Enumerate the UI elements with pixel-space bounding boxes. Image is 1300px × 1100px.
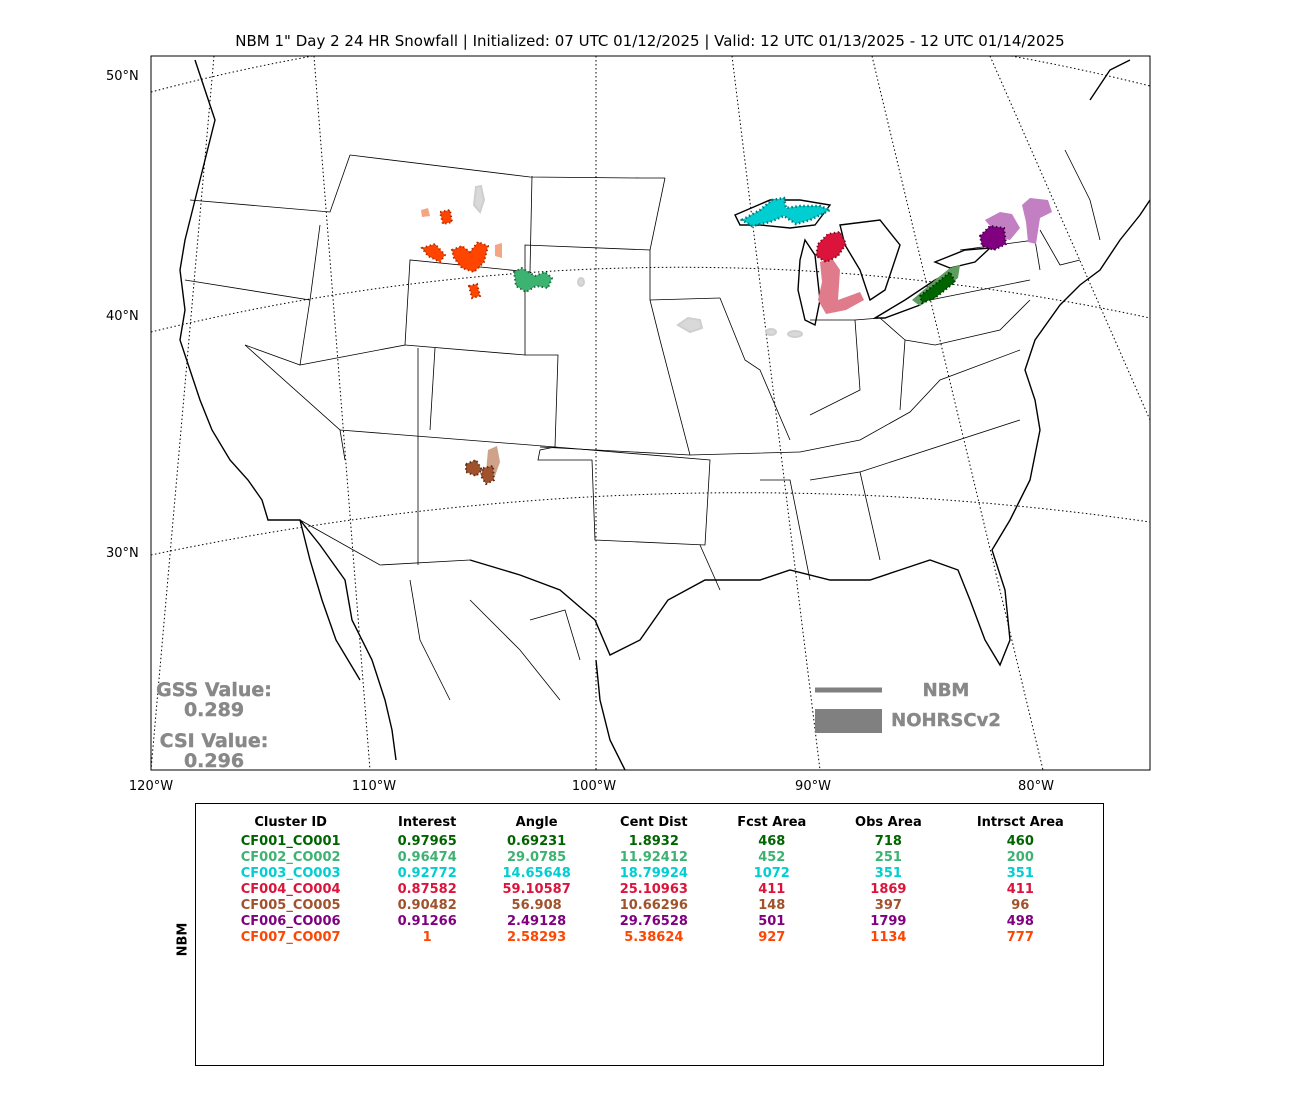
table-cell: 96 — [1011, 898, 1030, 913]
table-cell: 1.8932 — [628, 834, 679, 849]
lon-label-120w: 120°W — [129, 779, 173, 794]
col-intrsct-area: Intrsct Area — [976, 815, 1064, 830]
table-cell: 25.10963 — [619, 882, 688, 897]
table-row: CF002_CO002 0.96474 29.0785 11.92412 452 251 2… — [205, 850, 1095, 866]
table-cell: 411 — [758, 882, 786, 897]
table-cell: CF001_CO001 — [240, 834, 341, 849]
csi-label: CSI Value: — [160, 730, 269, 752]
table-cell: 2.58293 — [507, 930, 567, 945]
col-fcst-area: Fcst Area — [737, 815, 807, 830]
table-row: CF006_CO006 0.91266 2.49128 29.76528 501 1799… — [205, 914, 1095, 930]
stats-table-side-label: NBM — [175, 922, 191, 957]
legend-nohrsc-label: NOHRSCv2 — [891, 710, 1001, 731]
table-cell: 1072 — [753, 866, 790, 881]
table-cell: 501 — [758, 914, 786, 929]
table-row: CF003_CO003 0.92772 14.65648 18.79924 1072 35… — [205, 866, 1095, 882]
table-cell: 11.92412 — [619, 850, 688, 865]
table-cell: CF004_CO004 — [240, 882, 341, 897]
table-cell: 0.97965 — [397, 834, 457, 849]
table-cell: 148 — [758, 898, 786, 913]
table-cell: CF003_CO003 — [240, 866, 341, 881]
table-cell: 2.49128 — [507, 914, 567, 929]
longitude-gridlines — [151, 56, 1150, 770]
col-angle: Angle — [515, 815, 558, 830]
gss-value: 0.289 — [184, 699, 244, 721]
stats-table-side: NBM — [175, 920, 192, 960]
map-title: NBM 1" Day 2 24 HR Snowfall | Initialize… — [235, 32, 1065, 50]
table-cell: 14.65648 — [502, 866, 571, 881]
table-header-row: Cluster ID Interest Angle Cent Dist Fcst… — [205, 815, 1095, 834]
table-cell: 0.91266 — [397, 914, 457, 929]
table-row: CF005_CO005 0.90482 56.908 10.66296 148 397 96 — [205, 898, 1095, 914]
cluster-cf002 — [512, 266, 554, 294]
cluster-cf004 — [814, 230, 864, 314]
table-cell: 351 — [874, 866, 902, 881]
col-obs-area: Obs Area — [855, 815, 922, 830]
lon-label-100w: 100°W — [572, 779, 616, 794]
table-cell: 1 — [422, 930, 432, 945]
table-cell: 460 — [1006, 834, 1034, 849]
coastlines — [179, 59, 1150, 770]
table-cell: 200 — [1006, 850, 1034, 865]
table-cell: 498 — [1006, 914, 1034, 929]
table-cell: 251 — [874, 850, 902, 865]
table-cell: 59.10587 — [502, 882, 571, 897]
table-cell: 29.0785 — [507, 850, 567, 865]
col-cent-dist: Cent Dist — [620, 815, 688, 830]
table-row: CF001_CO001 0.97965 0.69231 1.8932 468 718 460 — [205, 834, 1095, 850]
cluster-cf006 — [978, 198, 1052, 252]
stats-table: Cluster ID Interest Angle Cent Dist Fcst… — [205, 815, 1095, 946]
table-row: CF004_CO004 0.87582 59.10587 25.10963 411 186… — [205, 882, 1095, 898]
map-figure: 50°N 40°N 30°N 120°W 110°W 100°W 90°W 80… — [106, 55, 1151, 794]
map-frame — [150, 55, 1151, 771]
table-cell: 0.90482 — [397, 898, 457, 913]
table-cell: 0.96474 — [397, 850, 457, 865]
table-cell: 777 — [1006, 930, 1034, 945]
gss-label: GSS Value: — [156, 679, 272, 701]
lat-label-50n: 50°N — [106, 69, 139, 84]
col-cluster-id: Cluster ID — [254, 815, 327, 830]
table-row: CF007_CO007 1 2.58293 5.38624 927 1134 777 — [205, 930, 1095, 946]
table-cell: 29.76528 — [619, 914, 688, 929]
table-cell: 411 — [1006, 882, 1034, 897]
legend-nbm-label: NBM — [923, 680, 970, 701]
cluster-cf003 — [739, 196, 834, 228]
lon-label-80w: 80°W — [1018, 779, 1054, 794]
table-cell: 452 — [758, 850, 786, 865]
table-cell: 468 — [758, 834, 786, 849]
lat-label-30n: 30°N — [106, 546, 139, 561]
table-cell: 0.87582 — [397, 882, 457, 897]
col-interest: Interest — [398, 815, 457, 830]
table-cell: 5.38624 — [624, 930, 684, 945]
lat-label-40n: 40°N — [106, 309, 139, 324]
table-cell: 18.79924 — [619, 866, 688, 881]
cluster-cf001 — [912, 265, 960, 306]
table-cell: 1799 — [870, 914, 907, 929]
cluster-cf005 — [465, 446, 500, 486]
table-cell: 927 — [758, 930, 786, 945]
legend-nohrsc-swatch — [815, 709, 882, 733]
table-cell: CF002_CO002 — [240, 850, 341, 865]
table-cell: CF006_CO006 — [240, 914, 341, 929]
lon-label-90w: 90°W — [795, 779, 831, 794]
unmatched-objects — [472, 184, 803, 338]
table-cell: 718 — [874, 834, 902, 849]
cluster-cf007 — [420, 208, 502, 300]
table-cell: 0.92772 — [397, 866, 457, 881]
table-cell: 1869 — [870, 882, 907, 897]
stats-table-frame — [195, 803, 1104, 1066]
table-cell: CF007_CO007 — [240, 930, 341, 945]
table-cell: 56.908 — [511, 898, 562, 913]
table-cell: 397 — [874, 898, 902, 913]
csi-value: 0.296 — [184, 750, 244, 772]
table-cell: 0.69231 — [507, 834, 567, 849]
table-cell: 1134 — [870, 930, 907, 945]
lon-label-110w: 110°W — [352, 779, 396, 794]
table-cell: 351 — [1006, 866, 1034, 881]
table-cell: 10.66296 — [619, 898, 688, 913]
table-cell: CF005_CO005 — [240, 898, 341, 913]
